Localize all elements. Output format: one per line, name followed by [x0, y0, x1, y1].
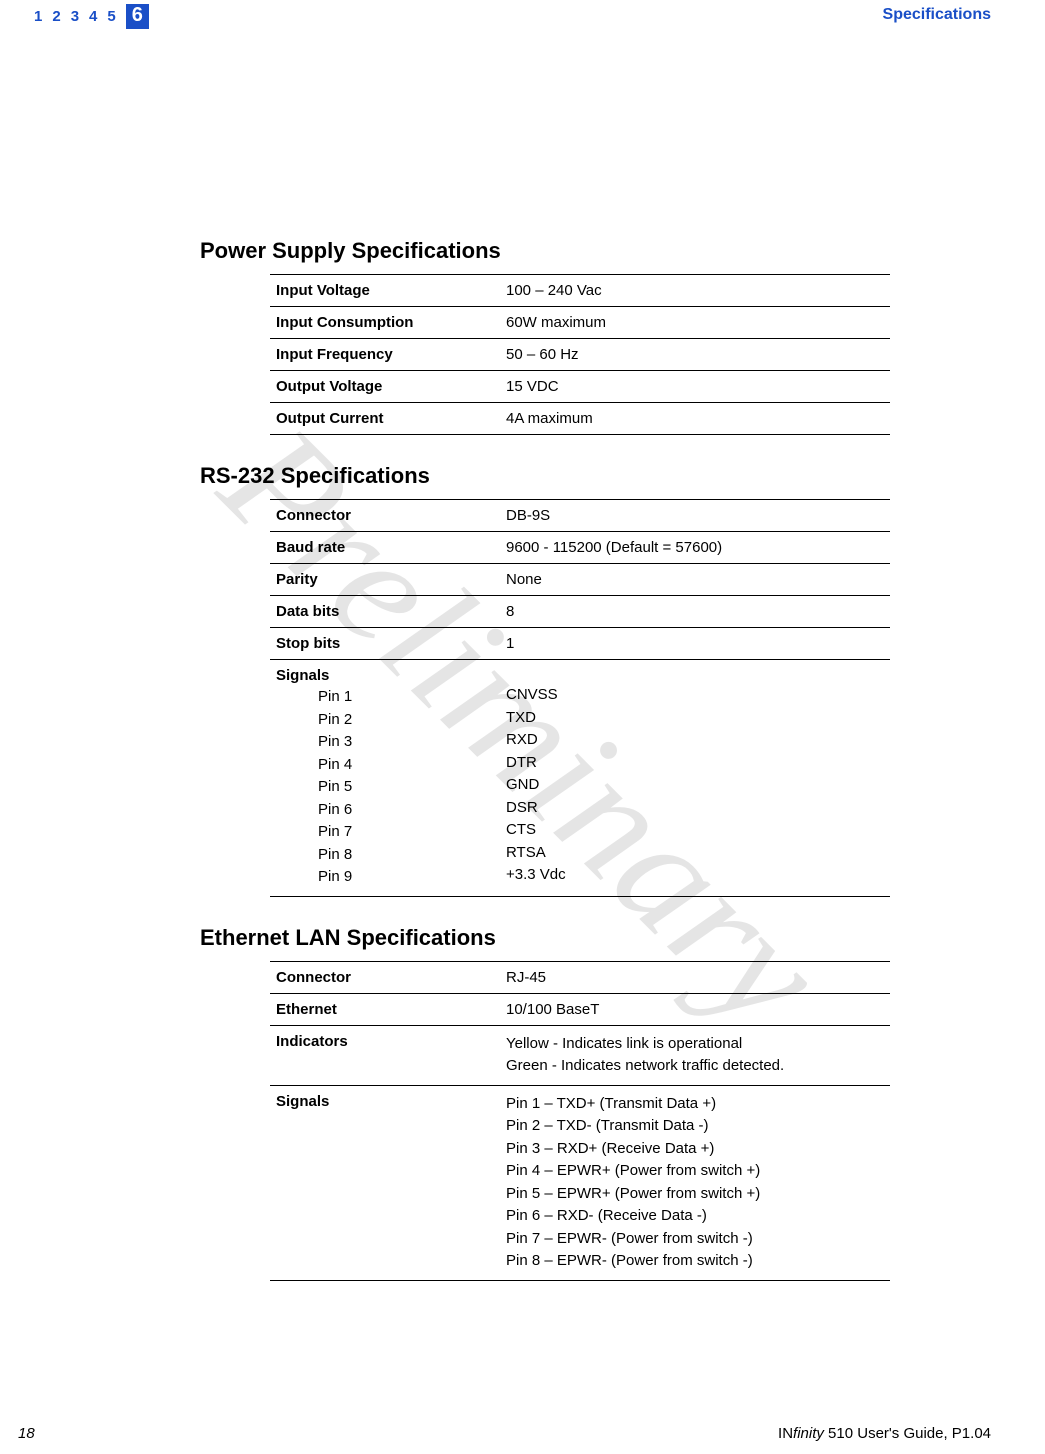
signal-line: Pin 2 – TXD- (Transmit Data -): [506, 1115, 884, 1138]
cell-label: Output Voltage: [270, 371, 500, 403]
table-row: Output Current4A maximum: [270, 403, 890, 435]
cell-label: Output Current: [270, 403, 500, 435]
heading-power-supply: Power Supply Specifications: [200, 238, 890, 264]
pin-name: Pin 9: [318, 866, 494, 889]
page-nav: 1 2 3 4 5 6: [34, 4, 149, 29]
indicator-line: Green - Indicates network traffic detect…: [506, 1055, 884, 1078]
cell-indicators-label: Indicators: [270, 1025, 500, 1085]
table-ethernet: ConnectorRJ-45 Ethernet10/100 BaseT Indi…: [270, 961, 890, 1281]
page-number: 18: [18, 1425, 35, 1442]
cell-value: None: [500, 564, 890, 596]
signal-line: Pin 7 – EPWR- (Power from switch -): [506, 1228, 884, 1251]
signal-line: Pin 6 – RXD- (Receive Data -): [506, 1205, 884, 1228]
signal-line: Pin 4 – EPWR+ (Power from switch +): [506, 1160, 884, 1183]
heading-ethernet: Ethernet LAN Specifications: [200, 925, 890, 951]
table-row: Data bits8: [270, 596, 890, 628]
heading-rs232: RS-232 Specifications: [200, 463, 890, 489]
guide-finity: finity: [793, 1425, 824, 1442]
nav-item[interactable]: 2: [52, 8, 60, 25]
signal-line: Pin 3 – RXD+ (Receive Data +): [506, 1138, 884, 1161]
cell-value: 1: [500, 628, 890, 660]
pin-name: Pin 8: [318, 844, 494, 867]
pin-name: Pin 6: [318, 799, 494, 822]
table-row-signals: Signals Pin 1 Pin 2 Pin 3 Pin 4 Pin 5 Pi…: [270, 660, 890, 897]
cell-value: 100 – 240 Vac: [500, 275, 890, 307]
nav-item[interactable]: 4: [89, 8, 97, 25]
pin-names: Pin 1 Pin 2 Pin 3 Pin 4 Pin 5 Pin 6 Pin …: [276, 686, 494, 889]
table-row: Input Frequency50 – 60 Hz: [270, 339, 890, 371]
table-row: ConnectorDB-9S: [270, 500, 890, 532]
nav-item[interactable]: 5: [107, 8, 115, 25]
cell-value: 50 – 60 Hz: [500, 339, 890, 371]
cell-label: Baud rate: [270, 532, 500, 564]
guide-title: INfinity 510 User's Guide, P1.04: [778, 1425, 991, 1442]
cell-label: Connector: [270, 500, 500, 532]
cell-label: Ethernet: [270, 993, 500, 1025]
guide-rest: 510 User's Guide, P1.04: [824, 1425, 991, 1442]
cell-value: 4A maximum: [500, 403, 890, 435]
pin-name: Pin 7: [318, 821, 494, 844]
table-row: Input Voltage100 – 240 Vac: [270, 275, 890, 307]
table-row: ConnectorRJ-45: [270, 961, 890, 993]
pin-value: RTSA: [506, 842, 884, 865]
pin-value: +3.3 Vdc: [506, 864, 884, 887]
pin-name: Pin 3: [318, 731, 494, 754]
cell-indicators-values: Yellow - Indicates link is operational G…: [500, 1025, 890, 1085]
table-rs232: ConnectorDB-9S Baud rate9600 - 115200 (D…: [270, 499, 890, 897]
table-row: ParityNone: [270, 564, 890, 596]
cell-signals-label: Signals: [270, 1085, 500, 1280]
cell-label: Parity: [270, 564, 500, 596]
table-row: Signals Pin 1 – TXD+ (Transmit Data +) P…: [270, 1085, 890, 1280]
pin-value: DTR: [506, 752, 884, 775]
signal-line: Pin 8 – EPWR- (Power from switch -): [506, 1250, 884, 1273]
table-row: Input Consumption60W maximum: [270, 307, 890, 339]
table-row: Output Voltage15 VDC: [270, 371, 890, 403]
nav-item[interactable]: 1: [34, 8, 42, 25]
pin-value: CTS: [506, 819, 884, 842]
table-row: Baud rate9600 - 115200 (Default = 57600): [270, 532, 890, 564]
signals-heading: Signals: [276, 667, 329, 684]
pin-value: GND: [506, 774, 884, 797]
cell-label: Stop bits: [270, 628, 500, 660]
cell-value: 8: [500, 596, 890, 628]
pin-name: Pin 1: [318, 686, 494, 709]
cell-signals-label: Signals Pin 1 Pin 2 Pin 3 Pin 4 Pin 5 Pi…: [270, 660, 500, 897]
table-power-supply: Input Voltage100 – 240 Vac Input Consump…: [270, 274, 890, 435]
cell-label: Input Frequency: [270, 339, 500, 371]
footer: 18 INfinity 510 User's Guide, P1.04: [18, 1425, 991, 1442]
pin-name: Pin 5: [318, 776, 494, 799]
signal-line: Pin 5 – EPWR+ (Power from switch +): [506, 1183, 884, 1206]
pin-value: DSR: [506, 797, 884, 820]
cell-value: 60W maximum: [500, 307, 890, 339]
table-row: Indicators Yellow - Indicates link is op…: [270, 1025, 890, 1085]
cell-label: Connector: [270, 961, 500, 993]
guide-prefix: IN: [778, 1425, 793, 1442]
cell-value: 10/100 BaseT: [500, 993, 890, 1025]
pin-value: CNVSS: [506, 684, 884, 707]
signal-line: Pin 1 – TXD+ (Transmit Data +): [506, 1093, 884, 1116]
cell-value: RJ-45: [500, 961, 890, 993]
header-specifications: Specifications: [883, 6, 991, 24]
content-area: Power Supply Specifications Input Voltag…: [200, 210, 890, 1281]
table-row: Ethernet10/100 BaseT: [270, 993, 890, 1025]
nav-current-box: 6: [126, 4, 149, 29]
nav-current: 6: [132, 4, 143, 26]
cell-value: DB-9S: [500, 500, 890, 532]
cell-label: Data bits: [270, 596, 500, 628]
cell-value: 15 VDC: [500, 371, 890, 403]
pin-values: CNVSS TXD RXD DTR GND DSR CTS RTSA +3.3 …: [506, 684, 884, 887]
cell-value: 9600 - 115200 (Default = 57600): [500, 532, 890, 564]
indicator-line: Yellow - Indicates link is operational: [506, 1033, 884, 1056]
table-row: Stop bits1: [270, 628, 890, 660]
pin-value: RXD: [506, 729, 884, 752]
pin-name: Pin 4: [318, 754, 494, 777]
nav-item[interactable]: 3: [71, 8, 79, 25]
pin-name: Pin 2: [318, 709, 494, 732]
cell-label: Input Consumption: [270, 307, 500, 339]
cell-label: Input Voltage: [270, 275, 500, 307]
pin-value: TXD: [506, 707, 884, 730]
cell-signals-values: CNVSS TXD RXD DTR GND DSR CTS RTSA +3.3 …: [500, 660, 890, 897]
cell-signals-values: Pin 1 – TXD+ (Transmit Data +) Pin 2 – T…: [500, 1085, 890, 1280]
